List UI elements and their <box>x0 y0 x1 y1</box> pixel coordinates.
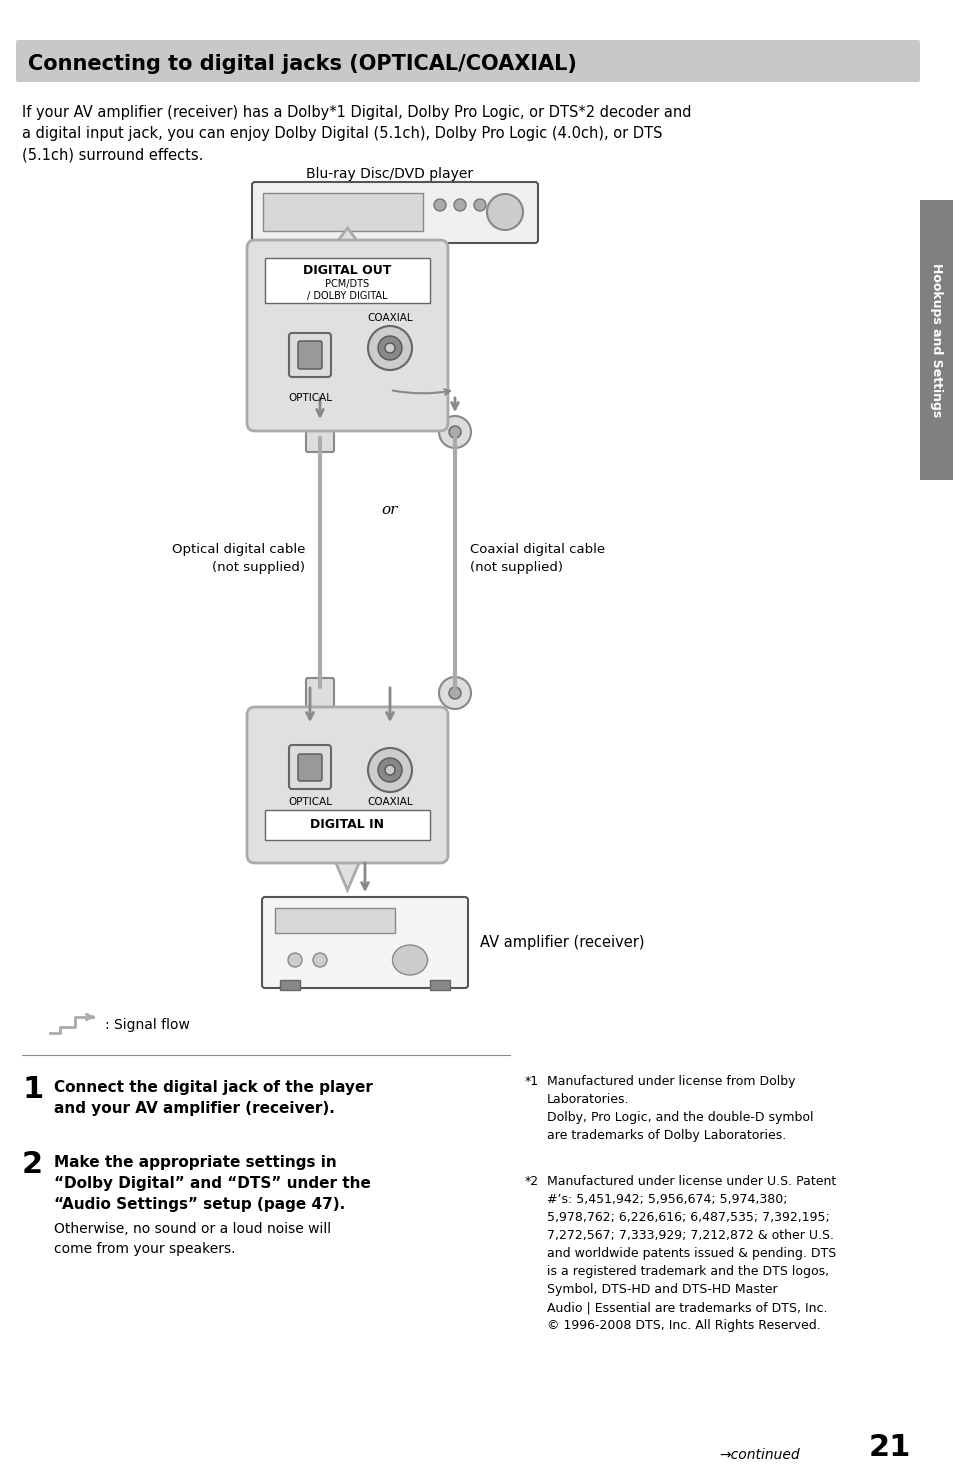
Text: COAXIAL: COAXIAL <box>367 796 413 807</box>
Circle shape <box>434 199 446 211</box>
Text: OPTICAL: OPTICAL <box>288 393 332 403</box>
Text: Manufactured under license under U.S. Patent
#’s: 5,451,942; 5,956,674; 5,974,38: Manufactured under license under U.S. Pa… <box>546 1175 836 1332</box>
Text: PCM/DTS
/ DOLBY DIGITAL: PCM/DTS / DOLBY DIGITAL <box>307 279 387 301</box>
Circle shape <box>313 954 327 967</box>
FancyBboxPatch shape <box>919 200 953 480</box>
Bar <box>274 908 395 933</box>
Text: Connect the digital jack of the player
and your AV amplifier (receiver).: Connect the digital jack of the player a… <box>54 1080 373 1117</box>
Text: AV amplifier (receiver): AV amplifier (receiver) <box>479 934 644 951</box>
Circle shape <box>368 747 412 792</box>
Text: *2: *2 <box>524 1175 538 1188</box>
Circle shape <box>377 758 401 782</box>
Text: Optical digital cable
(not supplied): Optical digital cable (not supplied) <box>172 543 305 574</box>
Text: DIGITAL OUT: DIGITAL OUT <box>303 264 392 276</box>
Text: Coaxial digital cable
(not supplied): Coaxial digital cable (not supplied) <box>470 543 604 574</box>
Text: DIGITAL IN: DIGITAL IN <box>310 819 384 832</box>
Circle shape <box>377 337 401 360</box>
Circle shape <box>288 954 302 967</box>
FancyBboxPatch shape <box>289 744 331 789</box>
Text: If your AV amplifier (receiver) has a Dolby*1 Digital, Dolby Pro Logic, or DTS*2: If your AV amplifier (receiver) has a Do… <box>22 105 691 162</box>
Circle shape <box>474 199 485 211</box>
Text: Blu-ray Disc/DVD player: Blu-ray Disc/DVD player <box>306 168 473 181</box>
FancyBboxPatch shape <box>16 40 919 82</box>
Circle shape <box>486 194 522 230</box>
Circle shape <box>438 417 471 448</box>
Text: COAXIAL: COAXIAL <box>367 313 413 323</box>
FancyBboxPatch shape <box>252 182 537 243</box>
FancyBboxPatch shape <box>247 240 448 432</box>
Circle shape <box>449 426 460 437</box>
Text: Otherwise, no sound or a loud noise will
come from your speakers.: Otherwise, no sound or a loud noise will… <box>54 1222 331 1256</box>
Polygon shape <box>333 856 362 890</box>
Circle shape <box>438 678 471 709</box>
FancyBboxPatch shape <box>306 418 334 452</box>
Circle shape <box>385 765 395 776</box>
Text: or: or <box>381 503 397 518</box>
Bar <box>430 980 450 991</box>
FancyBboxPatch shape <box>247 707 448 863</box>
Circle shape <box>449 687 460 698</box>
Text: *1: *1 <box>524 1075 538 1089</box>
Text: Connecting to digital jacks (OPTICAL/COAXIAL): Connecting to digital jacks (OPTICAL/COA… <box>28 53 577 74</box>
Bar <box>265 810 430 839</box>
Text: OPTICAL: OPTICAL <box>288 796 332 807</box>
FancyBboxPatch shape <box>297 341 322 369</box>
Polygon shape <box>333 228 362 248</box>
Text: Hookups and Settings: Hookups and Settings <box>929 262 943 417</box>
Circle shape <box>385 343 395 353</box>
Bar <box>263 193 422 231</box>
Text: 2: 2 <box>22 1149 43 1179</box>
FancyBboxPatch shape <box>289 334 331 377</box>
Text: →continued: →continued <box>719 1447 800 1462</box>
FancyBboxPatch shape <box>297 753 322 782</box>
FancyBboxPatch shape <box>262 897 468 988</box>
Text: : Signal flow: : Signal flow <box>105 1017 190 1032</box>
Text: Manufactured under license from Dolby
Laboratories.
Dolby, Pro Logic, and the do: Manufactured under license from Dolby La… <box>546 1075 813 1142</box>
Bar <box>265 258 430 303</box>
Text: Make the appropriate settings in
“Dolby Digital” and “DTS” under the
“Audio Sett: Make the appropriate settings in “Dolby … <box>54 1155 371 1212</box>
Circle shape <box>454 199 465 211</box>
FancyBboxPatch shape <box>306 678 334 712</box>
Text: 1: 1 <box>22 1075 43 1103</box>
Text: 21: 21 <box>868 1433 910 1462</box>
Bar <box>280 980 299 991</box>
Ellipse shape <box>392 945 427 974</box>
Circle shape <box>368 326 412 369</box>
